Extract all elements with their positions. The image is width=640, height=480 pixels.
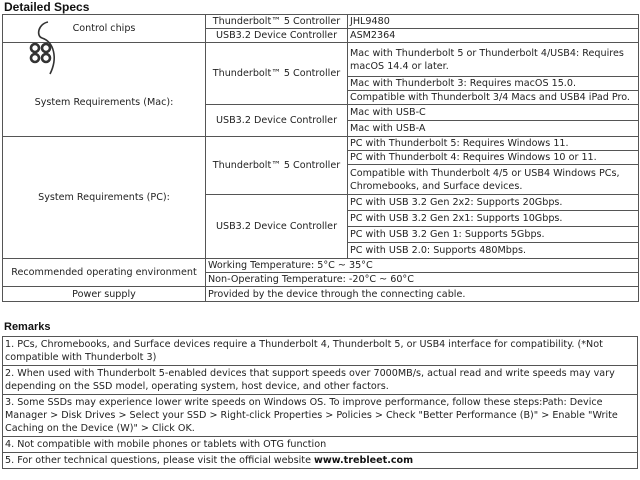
remark-item: 4. Not compatible with mobile phones or …	[2, 436, 638, 453]
remarks-table: 1. PCs, Chromebooks, and Surface devices…	[2, 336, 638, 469]
component-cell: USB3.2 Device Controller	[205, 28, 348, 43]
value-cell: Mac with USB-A	[347, 120, 639, 137]
environment-label: Recommended operating environment	[2, 258, 206, 287]
remarks-title: Remarks	[4, 321, 51, 333]
remark-item: 2. When used with Thunderbolt 5-enabled …	[2, 365, 638, 395]
specs-table: Control chips Thunderbolt™ 5 Controller …	[2, 14, 639, 302]
pc-requirements-label: System Requirements (PC):	[2, 136, 206, 259]
value-cell: PC with USB 3.2 Gen 1: Supports 5Gbps.	[347, 226, 639, 243]
value-cell: JHL9480	[347, 14, 639, 29]
value-cell: PC with USB 3.2 Gen 2x2: Supports 20Gbps…	[347, 194, 639, 211]
component-cell: Thunderbolt™ 5 Controller	[205, 136, 348, 195]
apple-finder-logo-icon	[29, 21, 55, 75]
specs-title: Detailed Specs	[4, 0, 90, 14]
value-cell: Compatible with Thunderbolt 4/5 or USB4 …	[347, 164, 639, 195]
component-cell: USB3.2 Device Controller	[205, 104, 348, 137]
component-cell: Thunderbolt™ 5 Controller	[205, 42, 348, 105]
value-cell: Provided by the device through the conne…	[205, 286, 639, 302]
value-cell: Mac with Thunderbolt 5 or Thunderbolt 4/…	[347, 42, 639, 77]
value-cell: PC with Thunderbolt 5: Requires Windows …	[347, 136, 639, 151]
value-cell: PC with USB 2.0: Supports 480Mbps.	[347, 242, 639, 259]
value-cell: Mac with Thunderbolt 3: Requires macOS 1…	[347, 76, 639, 91]
remark-item: 1. PCs, Chromebooks, and Surface devices…	[2, 336, 638, 366]
remark-item: 5. For other technical questions, please…	[2, 452, 638, 469]
value-cell: PC with Thunderbolt 4: Requires Windows …	[347, 150, 639, 165]
value-cell: Compatible with Thunderbolt 3/4 Macs and…	[347, 90, 639, 105]
component-cell: Thunderbolt™ 5 Controller	[205, 14, 348, 29]
value-cell: Non-Operating Temperature: -20°C ~ 60°C	[205, 272, 639, 287]
remark-text: 5. For other technical questions, please…	[5, 455, 315, 466]
remark-item: 3. Some SSDs may experience lower write …	[2, 394, 638, 437]
value-cell: Working Temperature: 5°C ~ 35°C	[205, 258, 639, 273]
website-link[interactable]: www.trebleet.com	[314, 455, 414, 466]
value-cell: Mac with USB-C	[347, 104, 639, 121]
power-label: Power supply	[2, 286, 206, 302]
component-cell: USB3.2 Device Controller	[205, 194, 348, 259]
value-cell: PC with USB 3.2 Gen 2x1: Supports 10Gbps…	[347, 210, 639, 227]
value-cell: ASM2364	[347, 28, 639, 43]
